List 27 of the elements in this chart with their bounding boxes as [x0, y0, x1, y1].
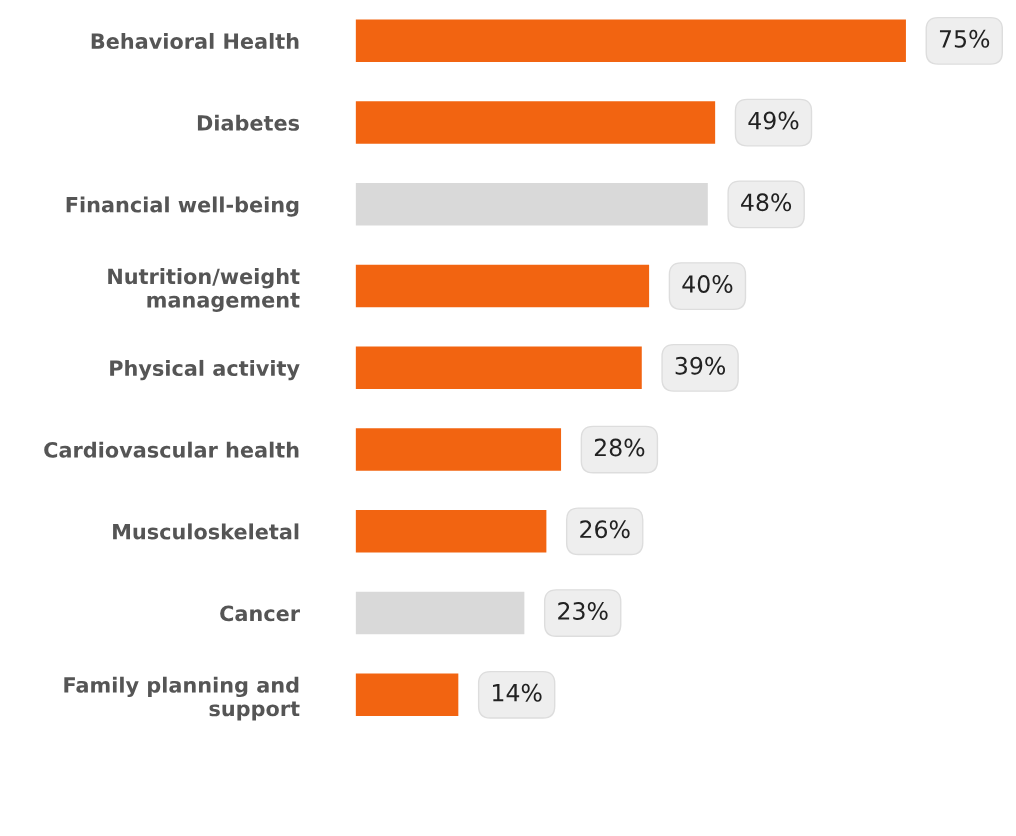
bar — [355, 428, 562, 471]
bar — [355, 19, 906, 63]
data-label: 75% — [939, 29, 990, 48]
data-label: 23% — [558, 602, 608, 620]
data-label: 49% — [748, 111, 799, 130]
y-tick-label: Financial well-being — [66, 196, 299, 217]
data-label: 28% — [594, 438, 645, 457]
y-tick-label: Nutrition/weight management — [108, 268, 300, 312]
bar — [355, 101, 716, 144]
bar — [355, 183, 708, 226]
y-tick-label: Behavioral Health — [91, 32, 299, 50]
data-label: 48% — [741, 193, 792, 212]
y-tick-label: Physical activity — [110, 359, 300, 381]
y-tick-label: Cardiovascular health — [44, 441, 299, 458]
y-tick-label: Family planning and support — [64, 676, 300, 721]
bar — [355, 264, 650, 308]
data-label: 40% — [682, 275, 733, 293]
bar — [355, 510, 547, 553]
bar — [355, 673, 459, 717]
data-label: 39% — [675, 356, 726, 375]
y-tick-label: Diabetes — [197, 114, 300, 131]
bar — [355, 346, 642, 390]
y-tick-label: Musculoskeletal — [113, 523, 299, 540]
data-label: 14% — [493, 683, 542, 702]
bar — [355, 591, 525, 635]
data-label: 26% — [580, 520, 630, 539]
y-tick-label: Cancer — [220, 605, 300, 622]
